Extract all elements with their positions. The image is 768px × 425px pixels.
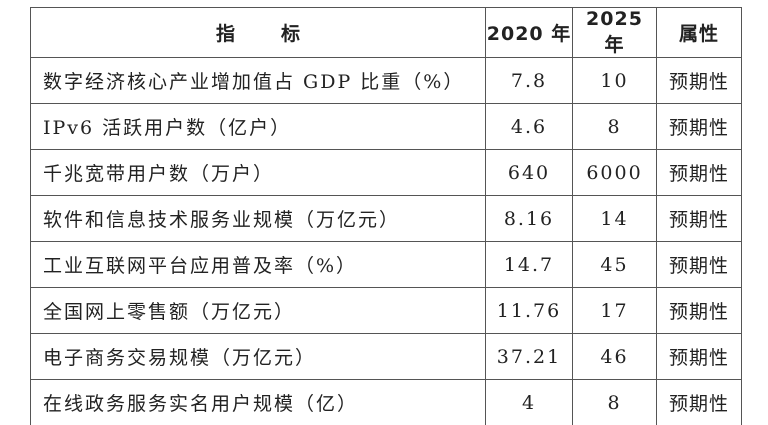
table-row: IPv6 活跃用户数（亿户） 4.6 8 预期性 <box>30 103 742 150</box>
row-2020-value: 14.7 <box>485 241 573 288</box>
row-attribute: 预期性 <box>656 333 742 380</box>
header-2025: 2025 年 <box>572 7 657 58</box>
row-attribute: 预期性 <box>656 57 742 104</box>
row-2025-value: 46 <box>572 333 657 380</box>
row-2025-value: 14 <box>572 195 657 242</box>
row-indicator: 工业互联网平台应用普及率（%） <box>30 241 486 288</box>
row-2020-value: 7.8 <box>485 57 573 104</box>
row-2025-value: 8 <box>572 379 657 425</box>
row-2020-value: 11.76 <box>485 287 573 334</box>
row-indicator: IPv6 活跃用户数（亿户） <box>30 103 486 150</box>
table-row: 电子商务交易规模（万亿元） 37.21 46 预期性 <box>30 333 742 380</box>
header-2020: 2020 年 <box>485 7 573 58</box>
row-indicator: 千兆宽带用户数（万户） <box>30 149 486 196</box>
row-2020-value: 37.21 <box>485 333 573 380</box>
row-2025-value: 6000 <box>572 149 657 196</box>
table-header-row: 指标 2020 年 2025 年 属性 <box>30 7 742 58</box>
table-row: 千兆宽带用户数（万户） 640 6000 预期性 <box>30 149 742 196</box>
row-attribute: 预期性 <box>656 379 742 425</box>
header-attribute: 属性 <box>656 7 742 58</box>
table-row: 数字经济核心产业增加值占 GDP 比重（%） 7.8 10 预期性 <box>30 57 742 104</box>
table-row: 在线政务服务实名用户规模（亿） 4 8 预期性 <box>30 379 742 425</box>
header-indicator: 指标 <box>30 7 486 58</box>
row-indicator: 全国网上零售额（万亿元） <box>30 287 486 334</box>
row-2025-value: 10 <box>572 57 657 104</box>
table-row: 全国网上零售额（万亿元） 11.76 17 预期性 <box>30 287 742 334</box>
row-attribute: 预期性 <box>656 103 742 150</box>
row-2020-value: 4.6 <box>485 103 573 150</box>
row-indicator: 电子商务交易规模（万亿元） <box>30 333 486 380</box>
row-attribute: 预期性 <box>656 241 742 288</box>
row-attribute: 预期性 <box>656 287 742 334</box>
row-2020-value: 8.16 <box>485 195 573 242</box>
row-indicator: 软件和信息技术服务业规模（万亿元） <box>30 195 486 242</box>
row-2025-value: 45 <box>572 241 657 288</box>
row-2025-value: 8 <box>572 103 657 150</box>
row-2020-value: 4 <box>485 379 573 425</box>
row-indicator: 在线政务服务实名用户规模（亿） <box>30 379 486 425</box>
table-row: 软件和信息技术服务业规模（万亿元） 8.16 14 预期性 <box>30 195 742 242</box>
row-attribute: 预期性 <box>656 195 742 242</box>
indicator-table: 指标 2020 年 2025 年 属性 数字经济核心产业增加值占 GDP 比重（… <box>30 7 742 425</box>
row-2020-value: 640 <box>485 149 573 196</box>
table-row: 工业互联网平台应用普及率（%） 14.7 45 预期性 <box>30 241 742 288</box>
row-indicator: 数字经济核心产业增加值占 GDP 比重（%） <box>30 57 486 104</box>
row-attribute: 预期性 <box>656 149 742 196</box>
row-2025-value: 17 <box>572 287 657 334</box>
